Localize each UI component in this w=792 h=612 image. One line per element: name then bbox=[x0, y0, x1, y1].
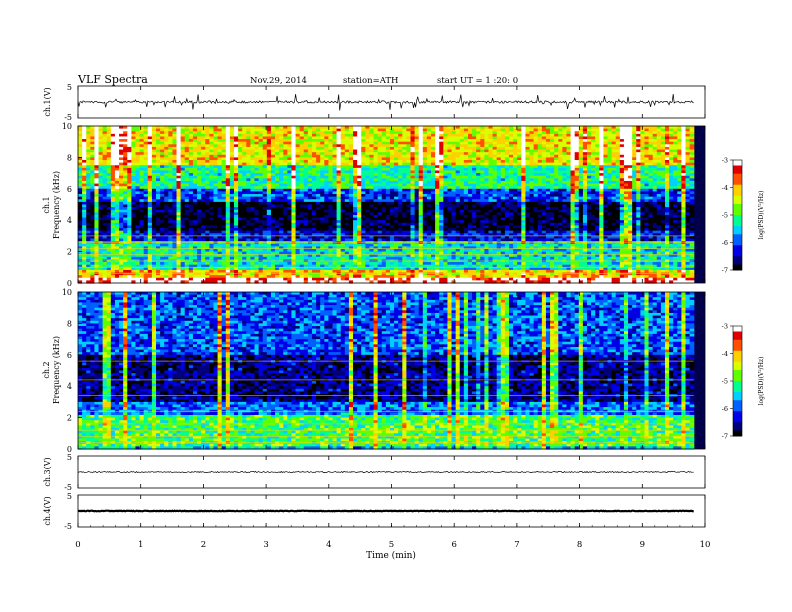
figure-title: VLF Spectra bbox=[77, 73, 148, 86]
ch1-waveform-panel: 5 -5 ch.1(V) bbox=[43, 83, 705, 122]
ch1-ytick-top: 5 bbox=[67, 83, 72, 92]
start-time-label: start UT = 1 :20: 0 bbox=[437, 76, 518, 86]
vlf-spectra-figure: VLF Spectra Nov.29, 2014 station=ATH sta… bbox=[0, 0, 792, 612]
ch1-ytick-bottom: -5 bbox=[64, 113, 72, 122]
ch1-ylabel: ch.1(V) bbox=[43, 87, 52, 116]
station-label: station=ATH bbox=[343, 76, 398, 86]
date-label: Nov.29, 2014 bbox=[250, 76, 307, 86]
ch1-spectrogram-image bbox=[78, 126, 694, 284]
